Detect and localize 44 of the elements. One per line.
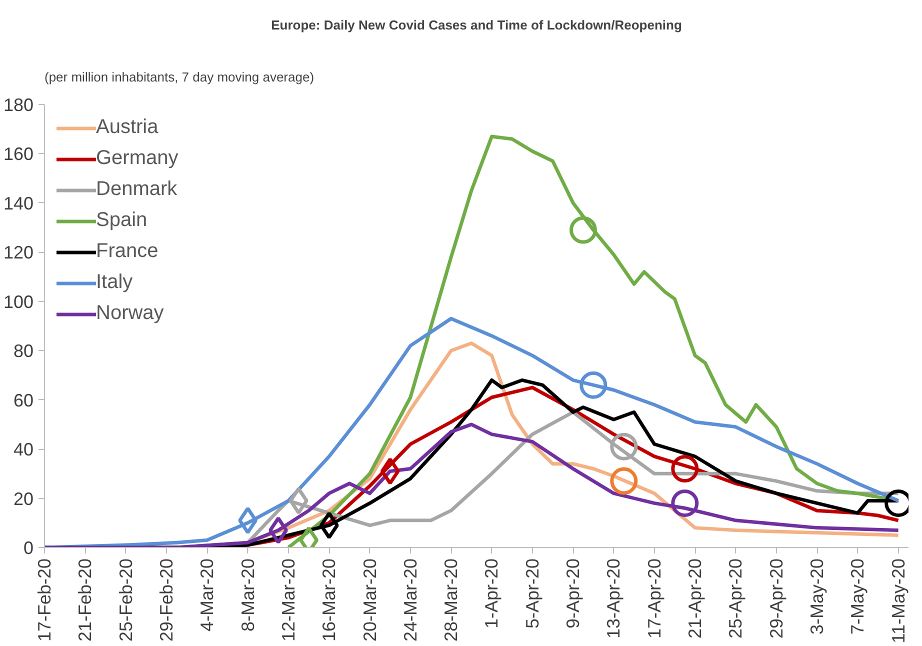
x-tick-label: 17-Apr-20: [644, 558, 664, 639]
y-tick-label: 160: [3, 144, 34, 164]
y-tick-label: 120: [3, 242, 34, 263]
x-tick-label: 29-Apr-20: [766, 558, 786, 639]
legend-label: Norway: [96, 302, 164, 325]
legend-label: Austria: [96, 116, 158, 139]
y-tick-label: 60: [13, 390, 34, 410]
x-tick-label: 20-Mar-20: [360, 558, 380, 642]
legend-label: Germany: [96, 147, 178, 170]
y-tick-label: 40: [13, 440, 34, 460]
y-tick-label: 140: [3, 193, 34, 214]
x-tick-label: 17-Feb-20: [34, 558, 54, 642]
y-tick-label: 20: [13, 488, 34, 509]
x-tick-label: 11-May-20: [888, 558, 908, 644]
legend-label: Spain: [96, 209, 148, 232]
x-tick-label: 21-Feb-20: [75, 558, 96, 642]
x-tick-label: 8-Mar-20: [238, 558, 258, 632]
x-tick-label: 29-Feb-20: [156, 558, 176, 642]
x-tick-label: 12-Mar-20: [278, 558, 298, 642]
x-tick-label: 28-Mar-20: [441, 558, 462, 642]
x-tick-label: 1-Apr-20: [482, 558, 502, 629]
x-tick-label: 25-Feb-20: [116, 558, 136, 642]
x-tick-label: 21-Apr-20: [685, 558, 706, 639]
y-tick-label: 0: [23, 538, 34, 558]
x-tick-label: 16-Mar-20: [319, 558, 340, 642]
x-tick-label: 9-Apr-20: [563, 558, 584, 629]
legend-label: France: [96, 240, 158, 263]
y-tick-label: 80: [13, 341, 34, 362]
chart-title: Europe: Daily New Covid Cases and Time of Lockdown/Reopening: [271, 18, 682, 32]
x-tick-label: 3-May-20: [807, 558, 828, 635]
y-tick-label: 180: [3, 95, 34, 115]
legend-label: Italy: [96, 271, 133, 294]
x-tick-label: 4-Mar-20: [197, 558, 218, 632]
chart-subtitle: (per million inhabitants, 7 day moving average): [44, 70, 314, 84]
y-tick-label: 100: [3, 292, 34, 312]
x-tick-label: 25-Apr-20: [726, 558, 746, 639]
legend-label: Denmark: [96, 178, 178, 201]
point: [319, 512, 339, 540]
point: [610, 467, 638, 495]
x-tick-label: 7-May-20: [848, 558, 868, 635]
x-tick-label: 13-Apr-20: [604, 558, 624, 639]
point: [569, 216, 597, 244]
x-tick-label: 24-Mar-20: [400, 558, 420, 642]
x-tick-label: 5-Apr-20: [522, 558, 542, 629]
